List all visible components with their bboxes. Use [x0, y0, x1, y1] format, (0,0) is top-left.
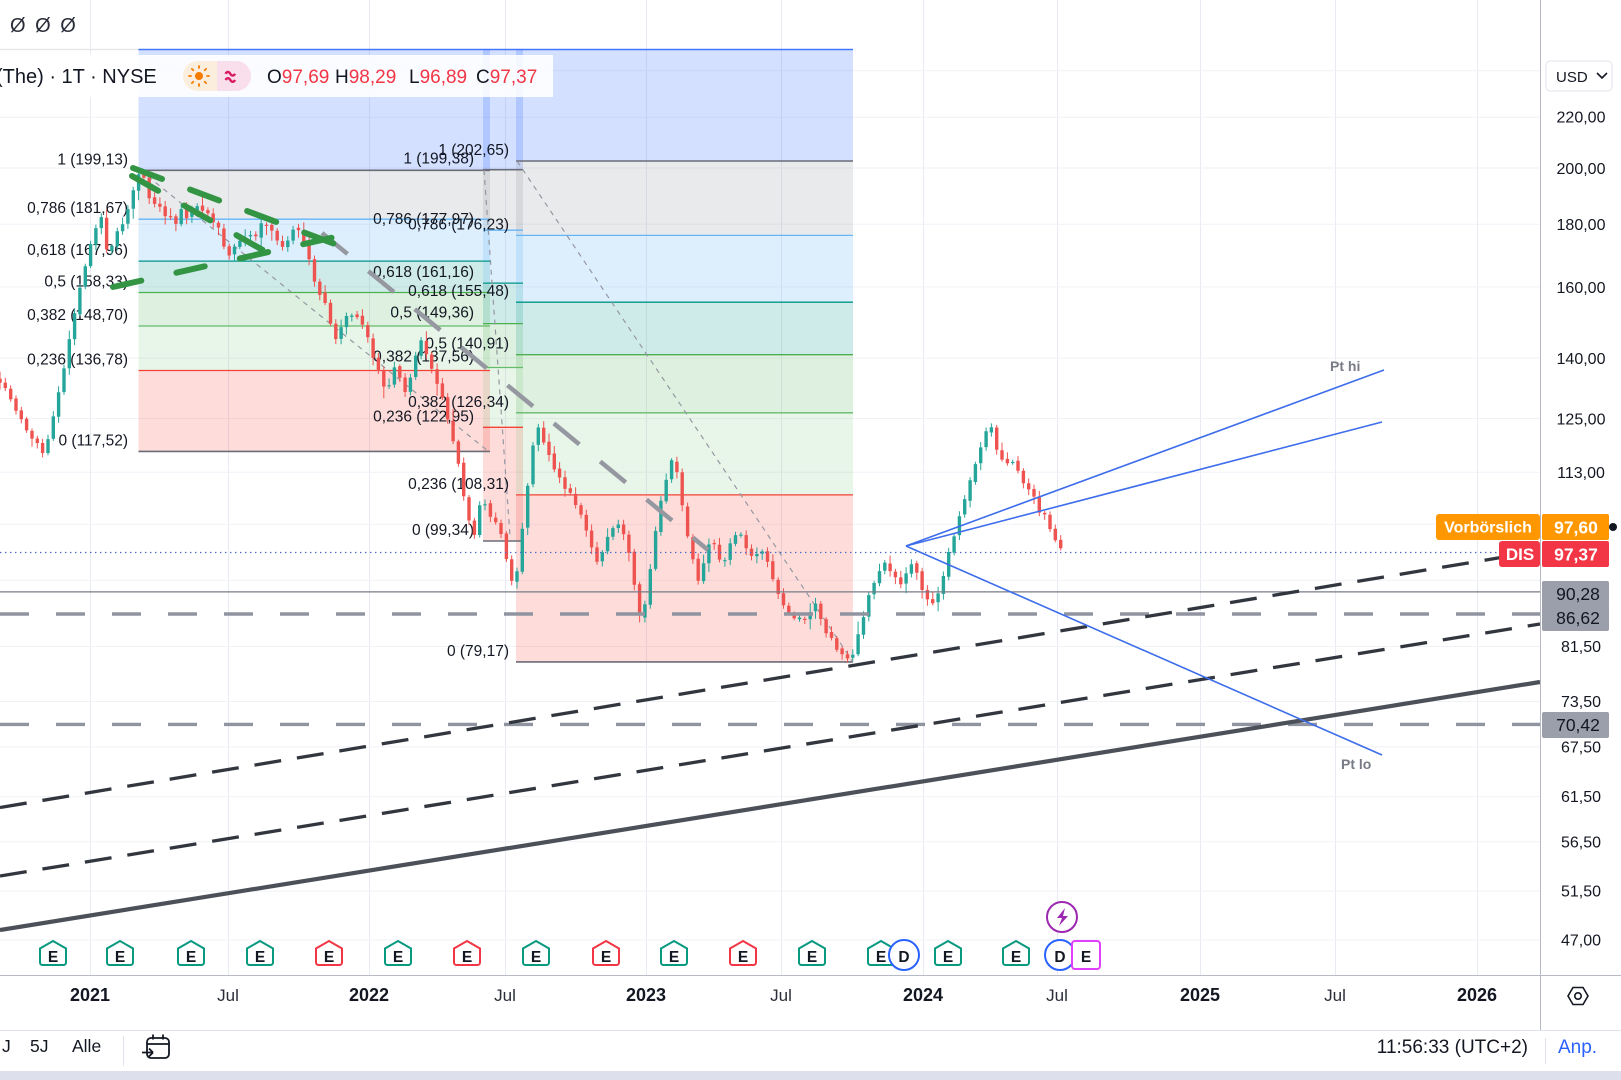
svg-text:0,786 (181,67): 0,786 (181,67): [27, 200, 128, 217]
svg-text:70,42: 70,42: [1556, 715, 1600, 735]
svg-text:180,00: 180,00: [1557, 217, 1606, 234]
svg-text:Jul: Jul: [494, 986, 516, 1005]
svg-text:73,50: 73,50: [1561, 694, 1601, 711]
svg-text:H98,29: H98,29: [335, 67, 396, 88]
svg-text:Pt hi: Pt hi: [1330, 358, 1360, 374]
svg-text:C97,37: C97,37: [476, 67, 537, 88]
svg-text:56,50: 56,50: [1561, 834, 1601, 851]
svg-text:0,236 (122,95): 0,236 (122,95): [373, 408, 474, 425]
svg-text:0,5 (149,36): 0,5 (149,36): [390, 305, 474, 322]
svg-text:2022: 2022: [349, 985, 389, 1005]
svg-text:E: E: [807, 949, 817, 966]
svg-text:Pt lo: Pt lo: [1341, 756, 1371, 772]
svg-text:0,382 (137,56): 0,382 (137,56): [373, 349, 474, 366]
svg-text:E: E: [669, 949, 679, 966]
svg-text:1 (199,13): 1 (199,13): [57, 151, 128, 168]
svg-text:Anp.: Anp.: [1558, 1037, 1597, 1058]
svg-text:O97,69: O97,69: [267, 67, 329, 88]
svg-text:E: E: [115, 949, 125, 966]
svg-text:61,50: 61,50: [1561, 789, 1601, 806]
svg-text:(The) · 1T · NYSE: (The) · 1T · NYSE: [0, 66, 157, 88]
svg-text:0,618 (161,16): 0,618 (161,16): [373, 264, 474, 281]
svg-text:D: D: [1054, 949, 1065, 966]
svg-text:E: E: [255, 949, 265, 966]
svg-text:140,00: 140,00: [1557, 351, 1606, 368]
svg-text:2021: 2021: [70, 985, 110, 1005]
svg-text:125,00: 125,00: [1557, 411, 1606, 428]
svg-text:0,618 (167,96): 0,618 (167,96): [27, 242, 128, 259]
svg-text:90,28: 90,28: [1556, 584, 1600, 604]
svg-text:2023: 2023: [626, 985, 666, 1005]
svg-text:51,50: 51,50: [1561, 884, 1601, 901]
svg-text:E: E: [1081, 949, 1091, 966]
svg-text:0,5 (140,91): 0,5 (140,91): [425, 336, 509, 353]
svg-text:Jul: Jul: [1046, 986, 1068, 1005]
svg-text:200,00: 200,00: [1557, 161, 1606, 178]
svg-text:E: E: [1011, 949, 1021, 966]
svg-text:E: E: [943, 949, 953, 966]
svg-text:Alle: Alle: [72, 1036, 101, 1056]
svg-text:J: J: [2, 1036, 11, 1056]
svg-text:67,50: 67,50: [1561, 739, 1601, 756]
svg-text:Jul: Jul: [1324, 986, 1346, 1005]
svg-text:Vorbörslich: Vorbörslich: [1444, 520, 1532, 537]
svg-text:1 (202,65): 1 (202,65): [438, 142, 509, 159]
svg-text:0,382 (148,70): 0,382 (148,70): [27, 307, 128, 324]
svg-text:0,618 (155,48): 0,618 (155,48): [408, 283, 509, 300]
svg-text:0 (99,34): 0 (99,34): [412, 522, 474, 539]
svg-text:0,382 (126,34): 0,382 (126,34): [408, 394, 509, 411]
svg-text:L96,89: L96,89: [409, 67, 467, 88]
svg-text:Ø Ø Ø: Ø Ø Ø: [10, 15, 78, 37]
svg-text:E: E: [324, 949, 334, 966]
svg-text:E: E: [531, 949, 541, 966]
svg-text:0,786 (177,97): 0,786 (177,97): [373, 211, 474, 228]
svg-text:0,236 (108,31): 0,236 (108,31): [408, 476, 509, 493]
svg-text:Jul: Jul: [770, 986, 792, 1005]
svg-text:81,50: 81,50: [1561, 639, 1601, 656]
svg-text:2026: 2026: [1457, 985, 1497, 1005]
svg-text:160,00: 160,00: [1557, 280, 1606, 297]
svg-text:USD: USD: [1556, 69, 1588, 86]
svg-text:2025: 2025: [1180, 985, 1220, 1005]
svg-text:E: E: [462, 949, 472, 966]
svg-text:113,00: 113,00: [1557, 465, 1605, 482]
svg-text:0 (117,52): 0 (117,52): [58, 432, 128, 449]
svg-text:2024: 2024: [903, 985, 943, 1005]
svg-text:0,236 (136,78): 0,236 (136,78): [27, 352, 128, 369]
svg-text:0 (79,17): 0 (79,17): [447, 643, 509, 660]
svg-text:Jul: Jul: [217, 986, 239, 1005]
svg-text:1 (199,38): 1 (199,38): [403, 151, 474, 168]
svg-text:E: E: [738, 949, 748, 966]
svg-text:5J: 5J: [30, 1036, 48, 1056]
svg-text:D: D: [898, 949, 909, 966]
svg-text:97,37: 97,37: [1554, 545, 1598, 565]
svg-text:0,786 (176,23): 0,786 (176,23): [408, 216, 509, 233]
svg-text:86,62: 86,62: [1556, 608, 1600, 628]
svg-text:E: E: [186, 949, 196, 966]
svg-text:E: E: [48, 949, 58, 966]
svg-text:DIS: DIS: [1506, 545, 1534, 564]
svg-text:E: E: [393, 949, 403, 966]
svg-text:220,00: 220,00: [1557, 110, 1606, 127]
svg-text:11:56:33 (UTC+2): 11:56:33 (UTC+2): [1377, 1037, 1528, 1058]
svg-text:47,00: 47,00: [1561, 932, 1601, 949]
svg-text:97,60: 97,60: [1554, 518, 1598, 538]
svg-text:E: E: [601, 949, 611, 966]
svg-text:E: E: [876, 949, 886, 966]
